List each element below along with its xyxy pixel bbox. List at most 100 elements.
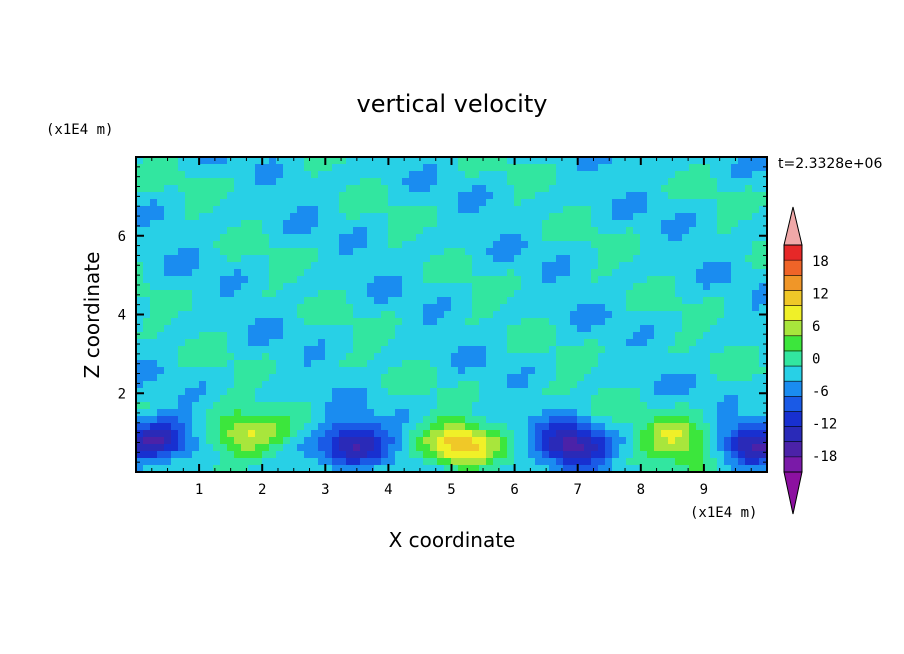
field-cell (486, 458, 494, 466)
field-cell (689, 367, 697, 375)
field-cell (430, 220, 438, 228)
field-cell (220, 248, 228, 256)
field-cell (199, 430, 207, 438)
field-cell (451, 374, 459, 382)
field-cell (304, 283, 312, 291)
field-cell (640, 255, 648, 263)
field-cell (192, 388, 200, 396)
field-cell (759, 206, 767, 214)
field-cell (192, 269, 200, 277)
field-cell (437, 444, 445, 452)
field-cell (710, 164, 718, 172)
field-cell (367, 283, 375, 291)
field-cell (402, 185, 410, 193)
field-cell (353, 360, 361, 368)
field-cell (682, 262, 690, 270)
field-cell (185, 290, 193, 298)
field-cell (486, 332, 494, 340)
field-cell (584, 353, 592, 361)
field-cell (605, 430, 613, 438)
field-cell (283, 262, 291, 270)
field-cell (486, 360, 494, 368)
field-cell (535, 346, 543, 354)
field-cell (339, 360, 347, 368)
field-cell (339, 276, 347, 284)
field-cell (731, 220, 739, 228)
field-cell (416, 395, 424, 403)
field-cell (542, 255, 550, 263)
field-cell (563, 185, 571, 193)
field-cell (514, 248, 522, 256)
field-cell (374, 171, 382, 179)
field-cell (437, 458, 445, 466)
field-cell (269, 367, 277, 375)
field-cell (514, 409, 522, 417)
field-cell (423, 164, 431, 172)
field-cell (185, 283, 193, 291)
field-cell (675, 332, 683, 340)
field-cell (710, 388, 718, 396)
field-cell (472, 241, 480, 249)
field-cell (717, 276, 725, 284)
field-cell (696, 311, 704, 319)
field-cell (409, 465, 417, 472)
field-cell (430, 458, 438, 466)
colorbar-segment (784, 305, 802, 322)
field-cell (409, 241, 417, 249)
field-cell (521, 241, 529, 249)
field-cell (199, 311, 207, 319)
field-cell (598, 332, 606, 340)
field-cell (640, 360, 648, 368)
field-cell (255, 178, 263, 186)
field-cell (269, 248, 277, 256)
field-cell (339, 227, 347, 235)
field-cell (164, 227, 172, 235)
field-cell (430, 423, 438, 431)
field-cell (472, 395, 480, 403)
field-cell (752, 402, 760, 410)
field-cell (143, 325, 151, 333)
field-cell (563, 220, 571, 228)
field-cell (661, 325, 669, 333)
field-cell (164, 164, 172, 172)
field-cell (353, 395, 361, 403)
field-cell (367, 353, 375, 361)
field-cell (724, 430, 732, 438)
field-cell (591, 192, 599, 200)
field-cell (276, 423, 284, 431)
field-cell (696, 360, 704, 368)
field-cell (325, 171, 333, 179)
field-cell (318, 374, 326, 382)
field-cell (675, 374, 683, 382)
field-cell (325, 332, 333, 340)
field-cell (458, 388, 466, 396)
field-cell (500, 318, 508, 326)
field-cell (479, 297, 487, 305)
field-cell (388, 381, 396, 389)
field-cell (563, 178, 571, 186)
field-cell (703, 395, 711, 403)
field-cell (689, 311, 697, 319)
field-cell (612, 423, 620, 431)
field-cell (157, 451, 165, 459)
field-cell (332, 374, 340, 382)
field-cell (332, 255, 340, 263)
field-cell (675, 367, 683, 375)
field-cell (304, 451, 312, 459)
field-cell (570, 206, 578, 214)
field-cell (535, 451, 543, 459)
field-cell (199, 248, 207, 256)
field-cell (248, 423, 256, 431)
field-cell (465, 192, 473, 200)
field-cell (360, 283, 368, 291)
field-cell (724, 164, 732, 172)
field-cell (689, 360, 697, 368)
field-cell (717, 416, 725, 424)
field-cell (164, 283, 172, 291)
field-cell (430, 409, 438, 417)
field-cell (514, 458, 522, 466)
field-cell (297, 206, 305, 214)
field-cell (269, 206, 277, 214)
field-cell (318, 178, 326, 186)
field-cell (619, 248, 627, 256)
